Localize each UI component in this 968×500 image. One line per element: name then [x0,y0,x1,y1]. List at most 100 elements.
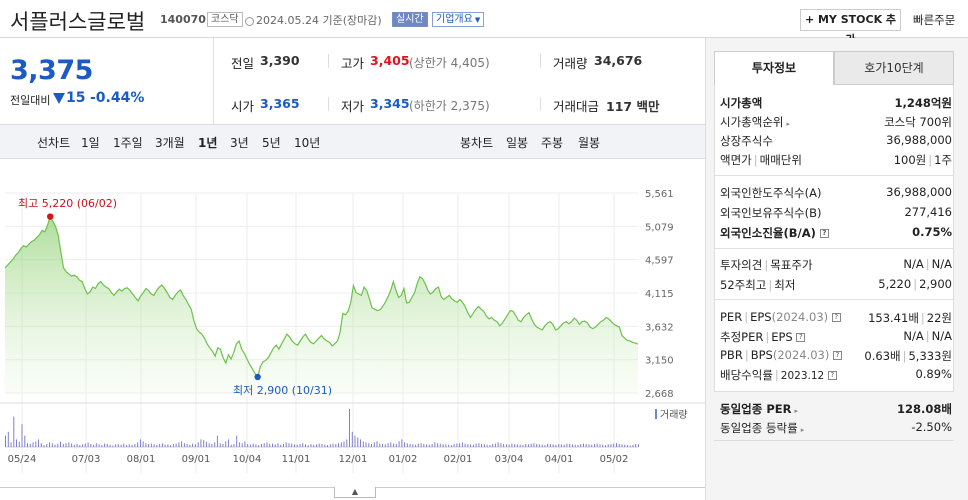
volume-bar [87,442,89,447]
volume-bar [536,444,538,447]
stock-header [0,0,968,38]
help-icon[interactable]: ? [827,371,837,380]
tab-weekly[interactable]: 주봉 [541,136,564,150]
price-chart[interactable]: 5,561 5,079 4,597 4,115 3,632 3,150 2,668 최고 5,… [0,160,705,488]
volume-bar [200,439,202,447]
volume-bar [514,444,516,447]
chevron-down-icon: ▼ [474,16,481,24]
company-overview-button[interactable]: 기업개요 ▼ [432,12,485,27]
collapse-button[interactable]: ▲ [334,487,376,498]
volume-bar [470,444,472,447]
volume-bar [189,444,191,447]
tab-order-book-label: 호가10단계 [864,61,924,75]
volume-bar [382,444,383,447]
volume-bar [349,409,350,447]
market-badge: 코스닥 [207,12,243,27]
help-icon[interactable]: ? [819,229,829,238]
x-tick-label: 10/04 [233,454,262,465]
volume-bar [93,444,95,447]
volume-bar [197,442,199,447]
per-value: 153.41배 [868,311,919,325]
tab-order-book[interactable]: 호가10단계 [834,51,954,85]
realtime-badge[interactable]: 실시간 [392,12,428,27]
tab-5y[interactable]: 5년 [262,136,281,150]
volume-bar [310,444,312,447]
volume-bar [277,443,279,447]
y-tick-label: 3,632 [645,322,674,333]
tab-monthly[interactable]: 월봉 [578,136,601,150]
volume-bar [139,439,141,447]
volume-bar [134,444,136,447]
volume-bar [448,444,450,447]
volume-bar [354,435,356,447]
w52-low-label: 최저 [774,278,796,292]
quick-order-button[interactable]: 빠른주문 [913,13,956,27]
x-tick-label: 08/01 [127,454,156,465]
volume-bar [43,445,45,447]
volume-bar [29,444,31,447]
volume-bar [605,445,606,447]
max-label: 최고 5,220 (06/02) [18,197,117,210]
tab-1y[interactable]: 1년 [198,136,218,150]
volume-bar [302,443,304,447]
volume-bar [555,444,557,447]
my-stock-add-button[interactable]: + MY STOCK 추가 [800,9,901,46]
help-icon[interactable]: ? [833,351,843,360]
volume-bar [527,444,529,447]
volume-bar [51,443,53,447]
volume-bar [283,444,284,447]
opinion-label: 투자의견 [720,258,763,272]
volume-bar [18,441,20,447]
volume-bar [453,444,455,447]
volume-bar [170,445,172,447]
volume-bar [618,444,620,447]
volume-bar [90,444,92,447]
mcap-value: 1,248억원 [894,96,952,110]
high-label: 고가 [341,56,365,71]
tab-1w[interactable]: 1주일 [113,136,143,150]
volume-bar [395,444,397,447]
volume-bar [475,443,477,447]
volume-bar [588,444,590,447]
divider [328,54,329,68]
tab-1d[interactable]: 1일 [81,136,100,150]
tab-10y[interactable]: 10년 [294,136,321,150]
summary-divider [213,38,214,124]
tab-daily[interactable]: 일봉 [506,136,529,150]
volume-bar [294,444,295,447]
per-date: (2024.03) [771,310,829,324]
volume-bar [21,424,23,447]
tab-3y[interactable]: 3년 [230,136,249,150]
help-icon[interactable]: ? [796,333,806,342]
volume-bar [32,442,34,447]
volume-bar [313,444,315,447]
volume-bar [379,443,381,447]
tab-3m[interactable]: 3개월 [155,136,185,150]
target-value: N/A [931,257,952,271]
pbr-date: (2024.03) [772,348,830,362]
x-tick-label: 01/02 [389,454,418,465]
volume-bar [104,443,106,447]
volume-bar [65,443,67,447]
volume-bar [624,444,626,447]
volume-bar [371,444,372,447]
f-hold-value: 277,416 [904,205,952,219]
volume-bar [219,443,221,447]
help-icon[interactable]: ? [831,313,841,322]
volume-bar [616,443,617,447]
volume-bar [159,444,161,447]
volume-bar [137,442,139,447]
est-eps-value: N/A [931,329,952,343]
volume-bar [178,442,180,447]
change-value: 15 [66,90,86,106]
volume-bar [478,443,480,447]
volume-bar [60,441,61,447]
volume-bar [511,443,513,447]
volume-bar [148,444,150,447]
volume-bar [324,444,326,447]
volume-bar [318,443,320,447]
tab-invest-info[interactable]: 투자정보 [714,51,834,85]
y-tick-label: 4,597 [645,256,674,267]
volume-bar [351,431,353,447]
volume-bar [583,443,584,447]
